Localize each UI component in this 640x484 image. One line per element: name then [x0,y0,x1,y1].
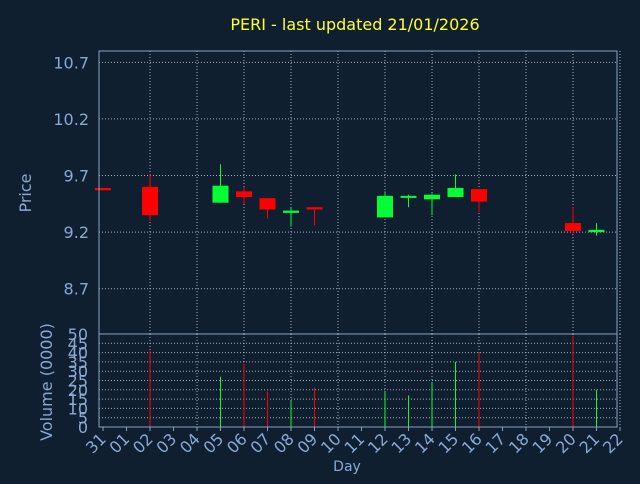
price-plot-frame [98,50,618,335]
price-tick-label: 9.7 [64,167,89,186]
volume-tick-label: 20 [68,381,88,400]
chart-title: PERI - last updated 21/01/2026 [230,15,479,34]
candle-body [377,195,393,218]
volume-tick-label: 25 [68,372,88,391]
volume-grid [99,333,621,428]
price-tick-label: 10.2 [53,110,89,129]
volume-tick-label: 15 [68,390,88,409]
candle-body [424,194,440,200]
candle-body [400,195,417,198]
candle-body [471,189,487,202]
day-tick-labels: 3101020304050607080910111213141516171819… [82,427,627,457]
candle-body [588,229,605,233]
volume-tick-label: 35 [68,353,88,372]
price-tick-label: 9.2 [64,223,89,242]
price-axis-label: Price [16,173,35,212]
volume-tick-label: 40 [68,344,88,363]
volume-tick-label: 10 [68,399,88,418]
volume-series [149,335,597,427]
candle-body [236,191,252,198]
candle-body [142,186,158,216]
volume-plot-frame [98,333,618,428]
candle-body [447,187,464,198]
candle-body [306,207,323,210]
volume-tick-label: 0 [78,418,88,437]
price-tick-labels: 8.7 9.2 9.7 10.2 10.7 [53,53,89,298]
candle-body [212,185,229,203]
volume-tick-label: 45 [68,334,88,353]
candle-body [259,198,276,210]
price-grid [99,51,621,334]
candle-body [283,210,299,213]
day-axis-label: Day [333,459,361,475]
price-tick-label: 8.7 [64,280,89,299]
price-tick-label: 10.7 [53,53,89,72]
plot-frames [98,50,618,428]
candle-body [565,223,581,231]
candle-body [95,187,111,191]
volume-axis-label: Volume (0000) [37,323,56,441]
candlestick-series [95,164,605,236]
volume-tick-label: 50 [68,325,88,344]
volume-tick-label: 30 [68,362,88,381]
day-tick-label: 22 [599,429,627,457]
volume-tick-label: 5 [78,409,88,428]
